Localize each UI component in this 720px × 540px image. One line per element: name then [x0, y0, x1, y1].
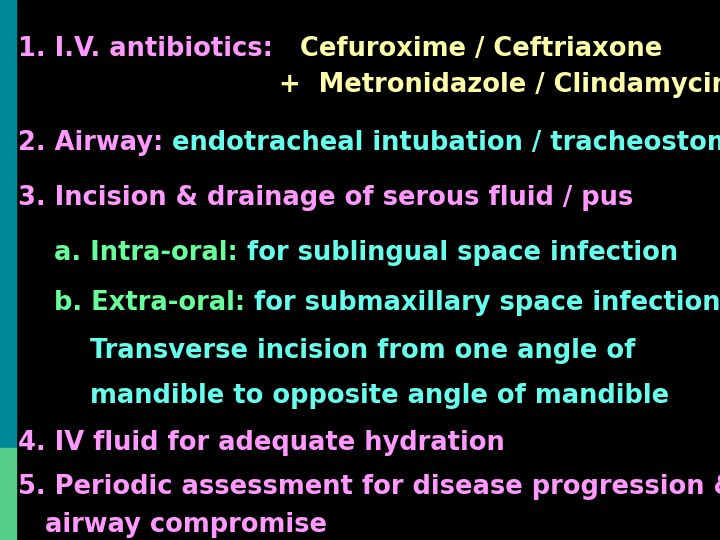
Text: +  Metronidazole / Clindamycin: + Metronidazole / Clindamycin [18, 72, 720, 98]
Text: 5. Periodic assessment for disease progression &: 5. Periodic assessment for disease progr… [18, 474, 720, 500]
Text: endotracheal intubation / tracheostomy: endotracheal intubation / tracheostomy [172, 130, 720, 156]
Text: 1. I.V. antibiotics:: 1. I.V. antibiotics: [18, 36, 300, 62]
Bar [0, 0, 16, 448]
Text: for sublingual space infection: for sublingual space infection [247, 240, 678, 266]
Text: Transverse incision from one angle of: Transverse incision from one angle of [18, 338, 635, 364]
Text: for submaxillary space infection: for submaxillary space infection [254, 290, 720, 316]
Text: Cefuroxime / Ceftriaxone: Cefuroxime / Ceftriaxone [300, 36, 662, 62]
Text: 3. Incision & drainage of serous fluid / pus: 3. Incision & drainage of serous fluid /… [18, 185, 634, 211]
Text: b. Extra-oral:: b. Extra-oral: [18, 290, 254, 316]
Text: 2. Airway:: 2. Airway: [18, 130, 172, 156]
Text: mandible to opposite angle of mandible: mandible to opposite angle of mandible [18, 383, 669, 409]
Bar [0, 448, 16, 540]
Text: 4. IV fluid for adequate hydration: 4. IV fluid for adequate hydration [18, 430, 505, 456]
Text: a. Intra-oral:: a. Intra-oral: [18, 240, 247, 266]
Text: airway compromise: airway compromise [18, 512, 327, 538]
